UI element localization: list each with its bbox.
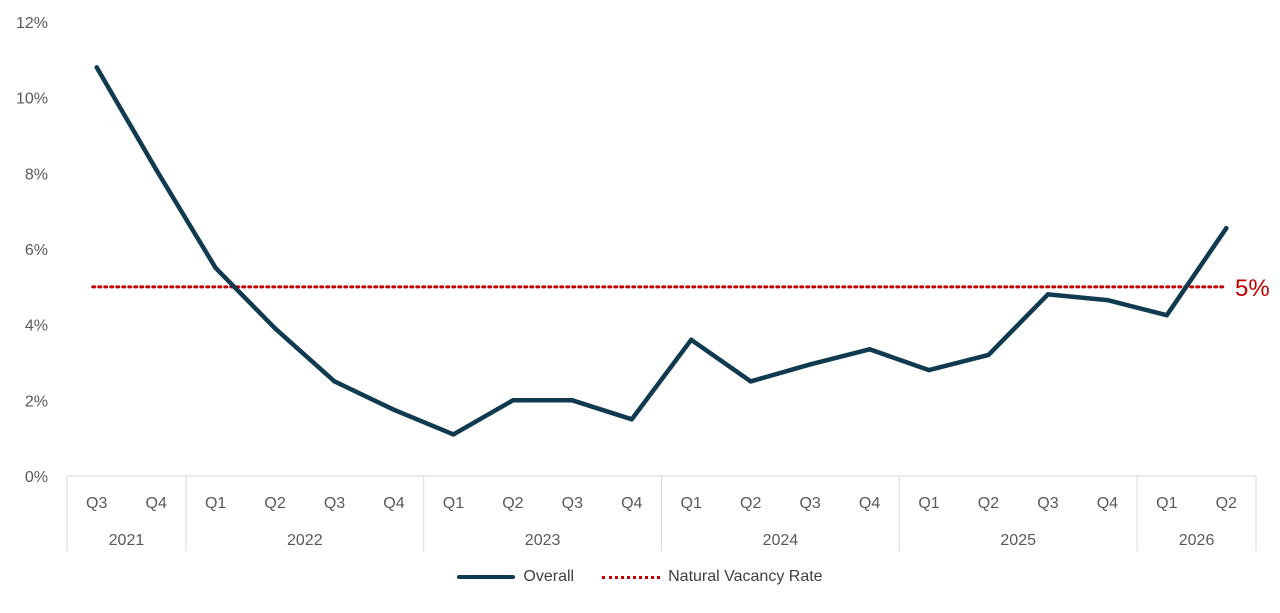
data-point-overall (629, 417, 634, 422)
x-tick-label-quarter: Q2 (264, 495, 285, 512)
y-tick-label: 8% (25, 166, 48, 183)
x-tick-label-quarter: Q3 (324, 495, 345, 512)
x-tick-label-quarter: Q4 (146, 495, 167, 512)
x-tick-label-quarter: Q1 (443, 495, 464, 512)
x-tick-label-quarter: Q4 (1097, 495, 1118, 512)
x-tick-label-year: 2023 (525, 532, 561, 549)
data-point-overall (391, 407, 397, 412)
x-axis-year-labels: 2021 2022 2023 2024 2025 2026 (109, 532, 1215, 549)
x-tick-label-quarter: Q2 (502, 495, 523, 512)
data-point-overall (926, 367, 932, 373)
data-point-overall (1105, 297, 1110, 303)
x-tick-label-quarter: Q2 (978, 495, 999, 512)
legend-swatch-natural-vacancy-rate (602, 575, 661, 579)
data-point-overall (1045, 292, 1051, 297)
x-tick-label-quarter: Q1 (205, 495, 226, 512)
series-points-overall (94, 65, 1229, 437)
data-point-overall (451, 432, 456, 437)
x-tick-label-quarter: Q4 (383, 495, 404, 512)
y-tick-label: 10% (16, 91, 48, 108)
legend-item-natural-vacancy-rate: Natural Vacancy Rate (602, 568, 823, 586)
legend: Overall Natural Vacancy Rate (0, 568, 1280, 586)
data-point-overall (570, 398, 575, 403)
category-axis-frame (66, 475, 1257, 551)
x-tick-label-quarter: Q4 (621, 495, 642, 512)
data-point-overall (986, 352, 991, 358)
y-tick-label: 4% (25, 318, 48, 335)
x-tick-label-quarter: Q1 (1156, 495, 1177, 512)
x-tick-label-quarter: Q3 (86, 495, 107, 512)
x-tick-label-year: 2024 (763, 532, 799, 549)
x-tick-label-quarter: Q2 (1216, 495, 1237, 512)
y-tick-label: 2% (25, 393, 48, 410)
x-tick-label-quarter: Q3 (799, 495, 820, 512)
legend-label-natural-vacancy-rate: Natural Vacancy Rate (668, 568, 823, 585)
x-axis-quarter-labels: Q3 Q4 Q1 Q2 Q3 Q4 Q1 Q2 Q3 Q4 Q1 Q2 Q3 Q4 Q1 Q2 Q3 Q4 Q1 Q2 (86, 495, 1237, 512)
x-tick-label-quarter: Q3 (562, 495, 583, 512)
x-tick-label-quarter: Q1 (681, 495, 702, 512)
y-tick-label: 0% (25, 469, 48, 486)
data-point-overall (867, 347, 872, 352)
x-tick-label-quarter: Q3 (1037, 495, 1058, 512)
data-point-overall (807, 362, 813, 367)
y-tick-label: 6% (25, 242, 48, 259)
data-point-overall (332, 379, 337, 384)
x-tick-label-quarter: Q4 (859, 495, 880, 512)
data-point-overall (1164, 313, 1170, 318)
data-point-overall (213, 265, 218, 271)
legend-item-overall: Overall (457, 568, 574, 586)
x-tick-label-quarter: Q1 (918, 495, 939, 512)
data-point-overall (153, 167, 159, 172)
legend-label-overall: Overall (523, 568, 575, 585)
x-tick-label-year: 2022 (287, 532, 323, 549)
data-point-overall (748, 379, 753, 384)
data-point-overall (1224, 225, 1229, 231)
natural-vacancy-rate-label: 5% (1235, 275, 1270, 302)
x-tick-label-year: 2021 (109, 532, 145, 549)
data-point-overall (272, 326, 278, 331)
data-point-overall (689, 337, 694, 342)
legend-swatch-overall (457, 575, 516, 579)
data-point-overall (510, 398, 516, 403)
y-tick-label: 12% (16, 15, 48, 32)
series-line-overall (94, 65, 1229, 437)
x-tick-label-year: 2026 (1179, 532, 1215, 549)
x-tick-label-year: 2025 (1000, 532, 1036, 549)
data-point-overall (94, 65, 99, 70)
x-tick-label-quarter: Q2 (740, 495, 761, 512)
y-axis-labels: 0% 2% 4% 6% 8% 10% 12% (16, 15, 48, 486)
